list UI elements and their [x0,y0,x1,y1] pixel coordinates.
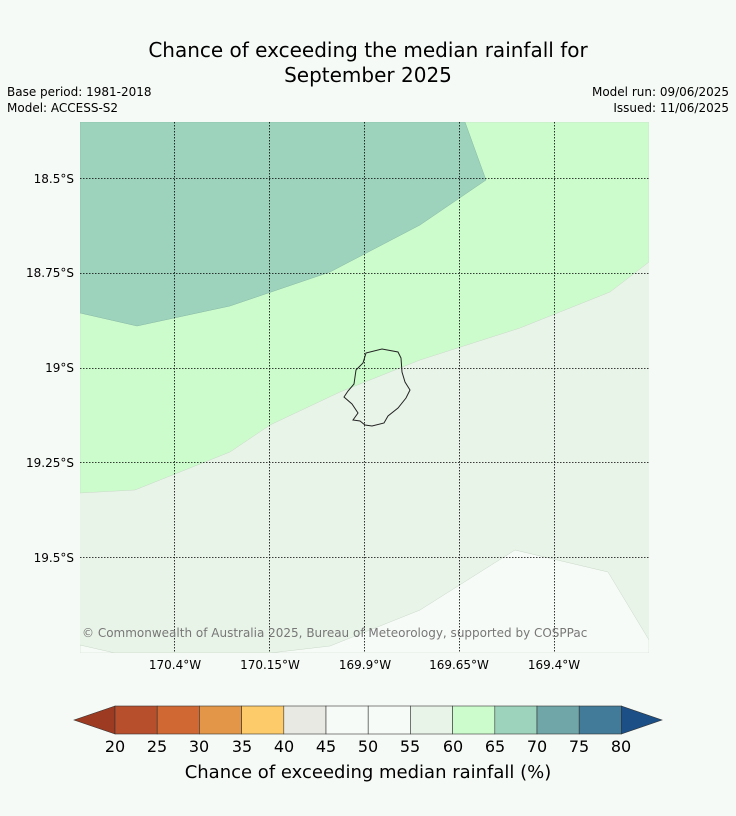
lon-label: 169.4°W [527,658,581,672]
lat-label: 19.25°S [26,456,74,470]
colorbar-seg [199,705,242,735]
region-50-55 [80,549,649,653]
region-65-70 [80,122,487,327]
colorbar-seg [156,705,200,735]
meta-left: Base period: 1981-2018 Model: ACCESS-S2 [7,84,152,116]
lat-label: 19°S [45,361,74,375]
colorbar-tick: 60 [442,737,464,756]
lon-label: 170.4°W [148,658,202,672]
colorbar-seg [241,705,285,735]
colorbar-seg [114,705,158,735]
lat-label: 18.75°S [26,266,74,280]
issued-text: Issued: 11/06/2025 [613,101,729,115]
map-title: Chance of exceeding the median rainfall … [0,38,736,88]
colorbar-seg [578,705,622,735]
lon-label: 169.65°W [429,658,489,672]
colorbar-tick: 50 [357,737,379,756]
colorbar-seg [367,705,411,735]
colorbar-tick: 70 [526,737,548,756]
lat-label: 19.5°S [33,551,74,565]
lon-label: 170.15°W [240,658,300,672]
lon-label: 169.9°W [338,658,392,672]
colorbar-tick: 40 [273,737,295,756]
colorbar-seg [494,705,538,735]
title-line-1: Chance of exceeding the median rainfall … [148,38,588,62]
colorbar-high-arrow [621,705,663,735]
island-outline [343,348,411,427]
colorbar [73,705,663,735]
colorbar-seg [536,705,580,735]
colorbar-tick: 30 [188,737,210,756]
colorbar-tick: 25 [146,737,168,756]
meta-right: Model run: 09/06/2025 Issued: 11/06/2025 [592,84,729,116]
copyright-notice: © Commonwealth of Australia 2025, Bureau… [82,626,588,640]
title-line-2: September 2025 [284,63,452,87]
lat-label: 18.5°S [33,172,74,186]
colorbar-tick: 80 [610,737,632,756]
colorbar-tick: 35 [231,737,253,756]
colorbar-tick: 45 [315,737,337,756]
base-period-text: Base period: 1981-2018 [7,85,152,99]
colorbar-low-arrow [73,705,116,735]
colorbar-tick: 65 [484,737,506,756]
colorbar-tick: 55 [399,737,421,756]
colorbar-tick: 20 [104,737,126,756]
graticule [80,122,649,653]
colorbar-label: Chance of exceeding median rainfall (%) [184,762,552,783]
colorbar-seg [410,705,453,735]
colorbar-seg [325,705,369,735]
colorbar-seg [452,705,496,735]
model-text: Model: ACCESS-S2 [7,101,119,115]
colorbar-seg [283,705,327,735]
colorbar-tick: 75 [568,737,590,756]
model-run-text: Model run: 09/06/2025 [591,85,729,99]
